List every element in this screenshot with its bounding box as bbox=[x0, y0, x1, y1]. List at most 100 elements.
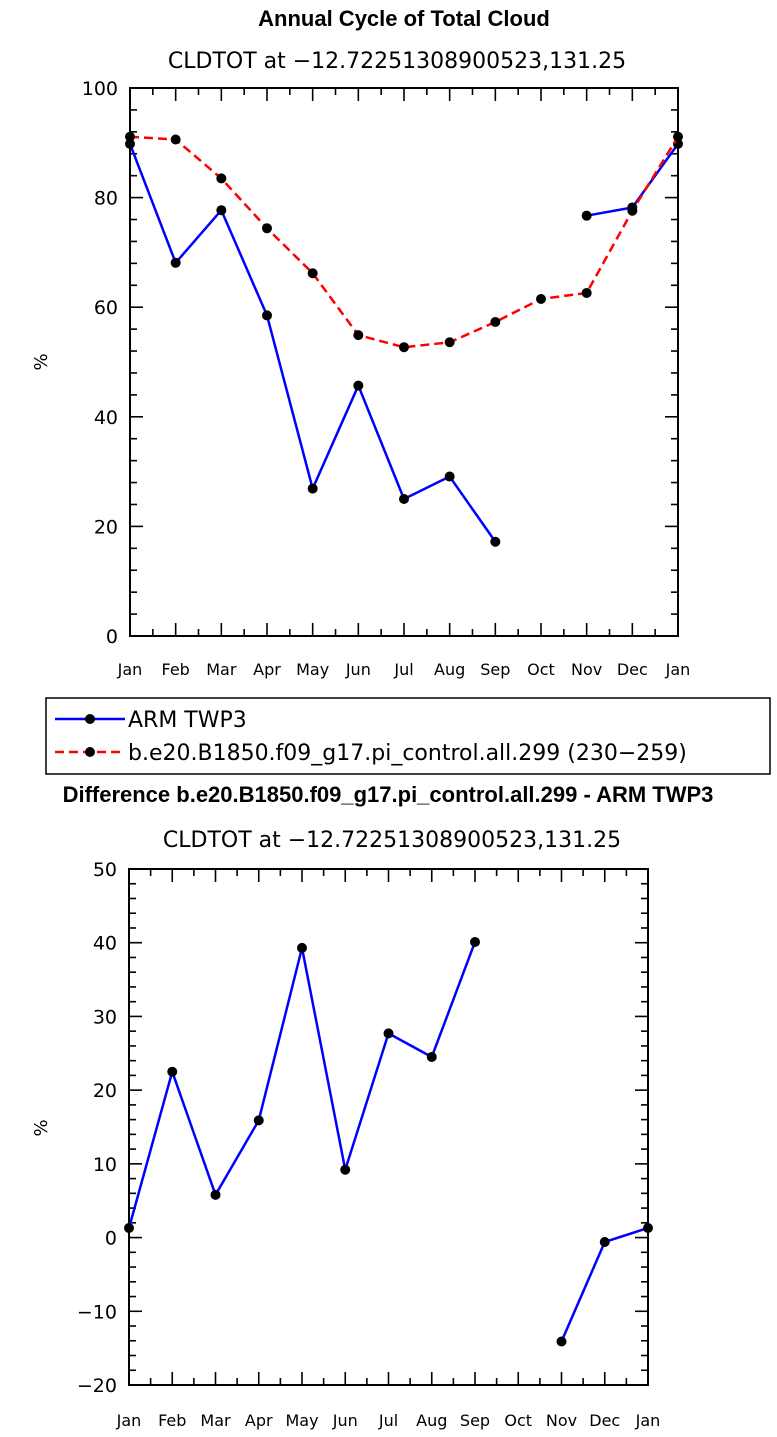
bottom-chart-subtitle: CLDTOT at −12.72251308900523,131.25 bbox=[163, 828, 621, 853]
top-series-0-point bbox=[353, 380, 364, 391]
bottom-x-tick-label: Jul bbox=[378, 1411, 398, 1430]
top-series-1-point bbox=[536, 293, 546, 304]
top-series-1-point bbox=[307, 268, 318, 279]
top-x-tick-label: Oct bbox=[527, 660, 555, 679]
top-series-group bbox=[125, 131, 683, 547]
bottom-y-tick-label: −20 bbox=[77, 1375, 117, 1397]
bottom-series-0-point bbox=[340, 1164, 351, 1175]
top-y-tick-label: 40 bbox=[94, 407, 118, 429]
top-x-tick-label: Dec bbox=[617, 660, 648, 679]
bottom-y-axis-label: % bbox=[31, 1119, 52, 1136]
bottom-x-tick-label: May bbox=[285, 1411, 318, 1430]
top-series-0-point bbox=[216, 205, 227, 216]
top-series-0-point bbox=[399, 494, 409, 504]
bottom-series-0-point bbox=[124, 1222, 134, 1233]
bottom-chart-title: Difference b.e20.B1850.f09_g17.pi_contro… bbox=[63, 782, 714, 807]
legend-box bbox=[45, 697, 771, 775]
top-series-0-point bbox=[262, 310, 272, 321]
top-y-tick-labels: 0 20 40 60 80 100 bbox=[82, 78, 118, 648]
bottom-x-tick-label: Mar bbox=[200, 1411, 231, 1430]
bottom-x-tick-label: Jun bbox=[332, 1411, 358, 1430]
top-series-1-point bbox=[490, 316, 501, 327]
bottom-series-0-point bbox=[383, 1028, 394, 1039]
legend-label-arm: ARM TWP3 bbox=[128, 708, 247, 733]
top-y-tick-label: 60 bbox=[94, 297, 118, 319]
top-series-1-point bbox=[627, 205, 638, 216]
top-series-0-point bbox=[307, 483, 318, 494]
bottom-y-tick-label: 20 bbox=[93, 1080, 117, 1102]
bottom-y-tick-label: 0 bbox=[105, 1228, 117, 1250]
top-series-1-point bbox=[170, 134, 181, 145]
legend-marker-model bbox=[85, 747, 95, 757]
top-x-tick-label: Feb bbox=[162, 660, 190, 679]
bottom-x-tick-label: Jan bbox=[116, 1411, 142, 1430]
legend-marker-arm bbox=[85, 714, 95, 724]
bottom-x-tick-labels: Jan Feb Mar Apr May Jun Jul Aug Sep Oct Nov Dec Jan bbox=[116, 1411, 661, 1430]
top-y-tick-label: 20 bbox=[94, 516, 118, 538]
top-x-tick-label: Mar bbox=[206, 660, 237, 679]
top-series-0-point bbox=[125, 138, 135, 149]
top-series-line-1 bbox=[129, 135, 680, 349]
bottom-series-0-point bbox=[556, 1336, 567, 1347]
bottom-series-line-0 bbox=[127, 941, 477, 1229]
top-x-tick-label: Nov bbox=[571, 660, 602, 679]
bottom-series-0-point bbox=[253, 1115, 264, 1126]
bottom-series-0-point bbox=[297, 942, 307, 953]
bottom-series-0-point bbox=[426, 1051, 437, 1062]
top-x-tick-label: Aug bbox=[434, 660, 465, 679]
bottom-plot-frame bbox=[128, 868, 649, 1386]
top-series-1-point bbox=[125, 131, 135, 142]
bottom-x-tick-label: Feb bbox=[158, 1411, 186, 1430]
top-x-tick-label: Jul bbox=[393, 660, 413, 679]
top-y-tick-label: 80 bbox=[94, 188, 118, 210]
top-series-1-point bbox=[216, 173, 227, 184]
bottom-series-0-point bbox=[167, 1066, 178, 1077]
bottom-series-group bbox=[124, 936, 653, 1347]
legend-entry-model: b.e20.B1850.f09_g17.pi_control.all.299 (… bbox=[55, 741, 687, 766]
top-x-tick-label: May bbox=[296, 660, 329, 679]
bottom-y-tick-labels: −20 −10 0 10 20 30 40 50 bbox=[77, 859, 117, 1397]
top-chart-title: Annual Cycle of Total Cloud bbox=[258, 6, 550, 31]
bottom-x-tick-label: Nov bbox=[546, 1411, 577, 1430]
bottom-series-0-point bbox=[210, 1189, 221, 1200]
bottom-chart-ticks bbox=[128, 868, 649, 1386]
bottom-y-tick-label: 30 bbox=[93, 1006, 117, 1028]
top-x-tick-label: Jun bbox=[345, 660, 371, 679]
legend-entry-arm: ARM TWP3 bbox=[55, 708, 247, 733]
top-series-1-point bbox=[399, 342, 409, 353]
top-series-1-point bbox=[581, 287, 592, 298]
top-x-tick-labels: Jan Feb Mar Apr May Jun Jul Aug Sep Oct Nov Dec Jan bbox=[117, 660, 691, 679]
top-series-0-point bbox=[581, 210, 592, 221]
bottom-series-0-point bbox=[599, 1236, 610, 1247]
top-y-axis-label: % bbox=[31, 353, 52, 370]
top-x-tick-label: Jan bbox=[117, 660, 143, 679]
bottom-y-tick-label: 50 bbox=[93, 859, 117, 881]
top-series-0-point bbox=[170, 257, 181, 268]
bottom-y-tick-label: −10 bbox=[77, 1301, 117, 1323]
top-x-tick-label: Jan bbox=[665, 660, 691, 679]
bottom-series-0-point bbox=[643, 1222, 653, 1233]
top-plot-frame bbox=[129, 87, 679, 637]
bottom-x-tick-label: Sep bbox=[460, 1411, 490, 1430]
top-y-tick-label: 100 bbox=[82, 78, 118, 100]
top-series-1-point bbox=[673, 131, 683, 142]
top-series-1-point bbox=[262, 223, 272, 234]
bottom-x-tick-label: Oct bbox=[504, 1411, 532, 1430]
top-series-1-point bbox=[444, 337, 455, 348]
top-series-1-point bbox=[353, 330, 364, 341]
top-x-tick-label: Sep bbox=[480, 660, 510, 679]
top-chart-subtitle: CLDTOT at −12.72251308900523,131.25 bbox=[168, 49, 626, 74]
bottom-x-tick-label: Apr bbox=[245, 1411, 273, 1430]
top-series-0-point bbox=[444, 471, 455, 482]
bottom-x-tick-label: Aug bbox=[416, 1411, 447, 1430]
top-series-0-point bbox=[490, 536, 501, 547]
bottom-y-tick-label: 40 bbox=[93, 933, 117, 955]
bottom-series-0-point bbox=[470, 936, 480, 947]
top-x-tick-label: Apr bbox=[253, 660, 281, 679]
bottom-x-tick-label: Jan bbox=[635, 1411, 661, 1430]
legend-label-model: b.e20.B1850.f09_g17.pi_control.all.299 (… bbox=[128, 741, 687, 766]
bottom-y-tick-label: 10 bbox=[93, 1154, 117, 1176]
top-y-tick-label: 0 bbox=[106, 626, 118, 648]
top-chart-ticks bbox=[129, 87, 679, 637]
